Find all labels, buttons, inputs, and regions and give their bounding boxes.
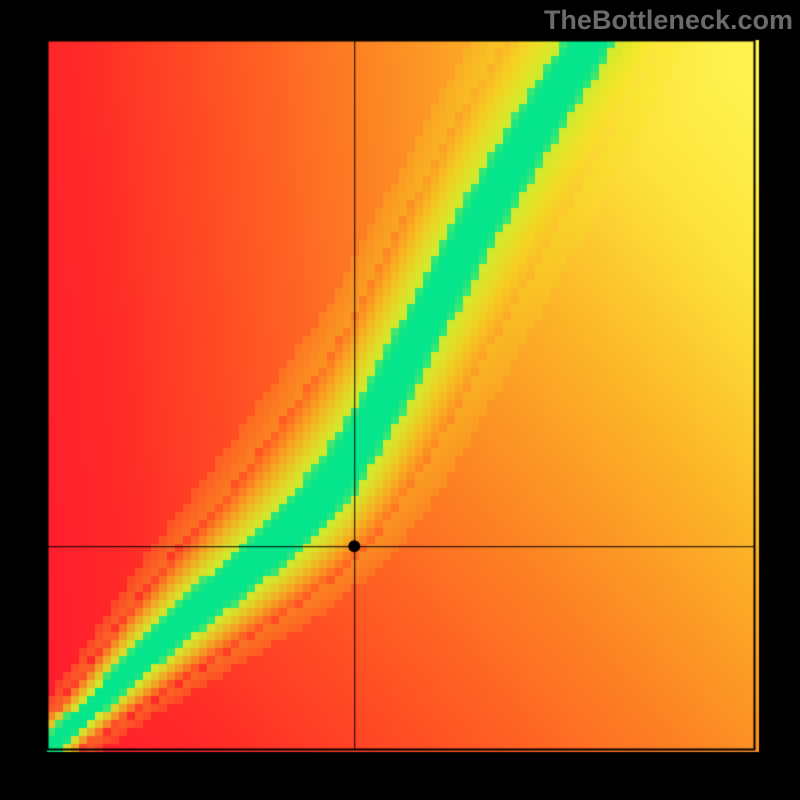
watermark-text: TheBottleneck.com [544, 5, 793, 36]
bottleneck-heatmap [0, 0, 800, 800]
chart-container: TheBottleneck.com [0, 0, 800, 800]
